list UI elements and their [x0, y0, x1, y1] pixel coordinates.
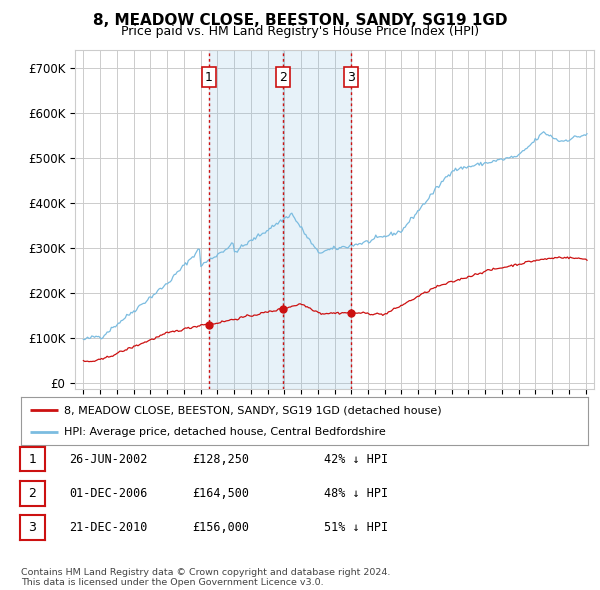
- Bar: [283, 50, 351, 389]
- Text: 2: 2: [279, 71, 287, 84]
- Text: 3: 3: [347, 71, 355, 84]
- Text: Price paid vs. HM Land Registry's House Price Index (HPI): Price paid vs. HM Land Registry's House …: [121, 25, 479, 38]
- Text: 48% ↓ HPI: 48% ↓ HPI: [324, 487, 388, 500]
- Text: 42% ↓ HPI: 42% ↓ HPI: [324, 453, 388, 466]
- Text: 01-DEC-2006: 01-DEC-2006: [69, 487, 148, 500]
- Text: Contains HM Land Registry data © Crown copyright and database right 2024.
This d: Contains HM Land Registry data © Crown c…: [21, 568, 391, 587]
- Text: 1: 1: [28, 453, 37, 466]
- Bar: [209, 50, 283, 389]
- Text: 2: 2: [28, 487, 37, 500]
- Text: £128,250: £128,250: [192, 453, 249, 466]
- Text: 3: 3: [28, 521, 37, 534]
- Text: HPI: Average price, detached house, Central Bedfordshire: HPI: Average price, detached house, Cent…: [64, 427, 385, 437]
- Text: 51% ↓ HPI: 51% ↓ HPI: [324, 521, 388, 534]
- Text: 26-JUN-2002: 26-JUN-2002: [69, 453, 148, 466]
- Text: 8, MEADOW CLOSE, BEESTON, SANDY, SG19 1GD (detached house): 8, MEADOW CLOSE, BEESTON, SANDY, SG19 1G…: [64, 405, 441, 415]
- Text: 21-DEC-2010: 21-DEC-2010: [69, 521, 148, 534]
- Text: £156,000: £156,000: [192, 521, 249, 534]
- Text: 1: 1: [205, 71, 212, 84]
- Text: £164,500: £164,500: [192, 487, 249, 500]
- Text: 8, MEADOW CLOSE, BEESTON, SANDY, SG19 1GD: 8, MEADOW CLOSE, BEESTON, SANDY, SG19 1G…: [93, 13, 507, 28]
